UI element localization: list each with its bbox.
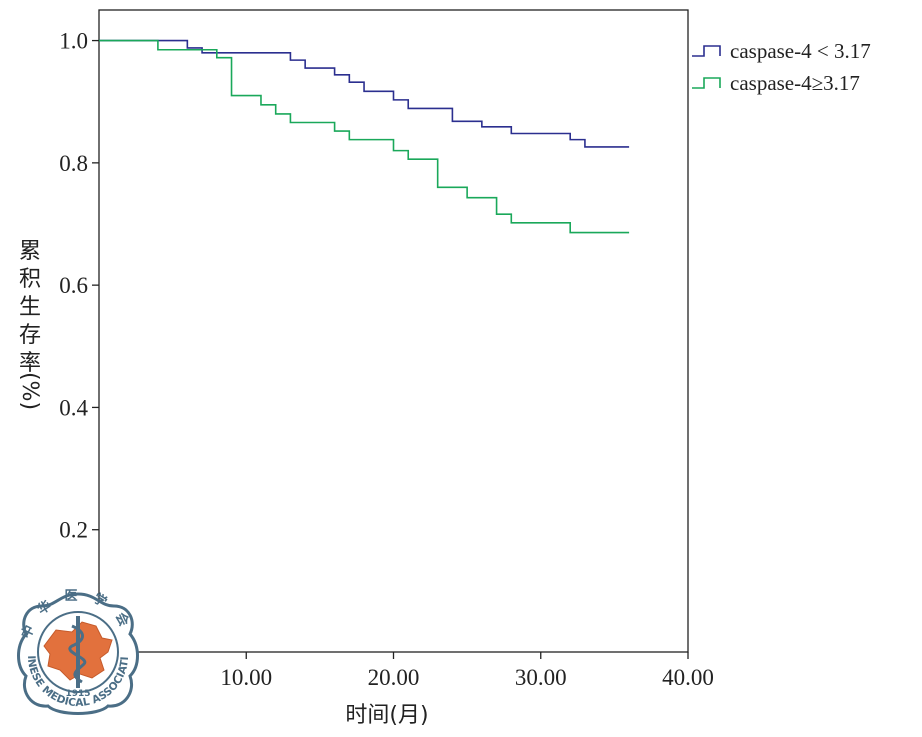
series-lines (99, 39, 630, 234)
y-axis-title-char: 累 (19, 239, 41, 264)
y-tick-label: 1.0 (59, 29, 88, 54)
x-axis-title: 时间(月) (345, 703, 428, 728)
legend-label: caspase-4≥3.17 (730, 71, 860, 95)
x-tick-label: 20.00 (368, 665, 420, 690)
y-axis-ticks: 0.00.20.40.60.81.0 (59, 29, 99, 665)
association-logo: 1915 中华医学会 CHINESE MEDICAL ASSOCIATION (17, 589, 139, 715)
legend-swatch (692, 45, 721, 57)
legend-swatch (692, 77, 721, 89)
legend: caspase-4 < 3.17 caspase-4≥3.17 (692, 39, 871, 95)
x-tick-label: 40.00 (662, 665, 714, 690)
y-axis-title-char: 存 (19, 323, 41, 348)
y-axis-title-char: 率 (19, 351, 41, 376)
x-tick-label: 10.00 (220, 665, 272, 690)
plot-frame (98, 9, 689, 653)
series-line-2 (99, 39, 630, 234)
y-axis-title-char: 积 (19, 267, 41, 292)
legend-label: caspase-4 < 3.17 (730, 39, 871, 63)
snake-icon (68, 624, 87, 684)
y-tick-label: 0.4 (59, 395, 88, 420)
y-tick-label: 0.8 (59, 151, 88, 176)
logo-year: 1915 (65, 689, 90, 699)
y-axis-title-char: (%) (17, 372, 42, 410)
series-line-1 (99, 39, 630, 148)
y-tick-label: 0.2 (59, 518, 88, 543)
x-tick-label: 30.00 (515, 665, 567, 690)
plot-area (98, 9, 689, 653)
logo-inner-ring (37, 611, 119, 693)
y-axis-title-char: 生 (19, 295, 41, 320)
y-tick-label: 0.6 (59, 273, 88, 298)
